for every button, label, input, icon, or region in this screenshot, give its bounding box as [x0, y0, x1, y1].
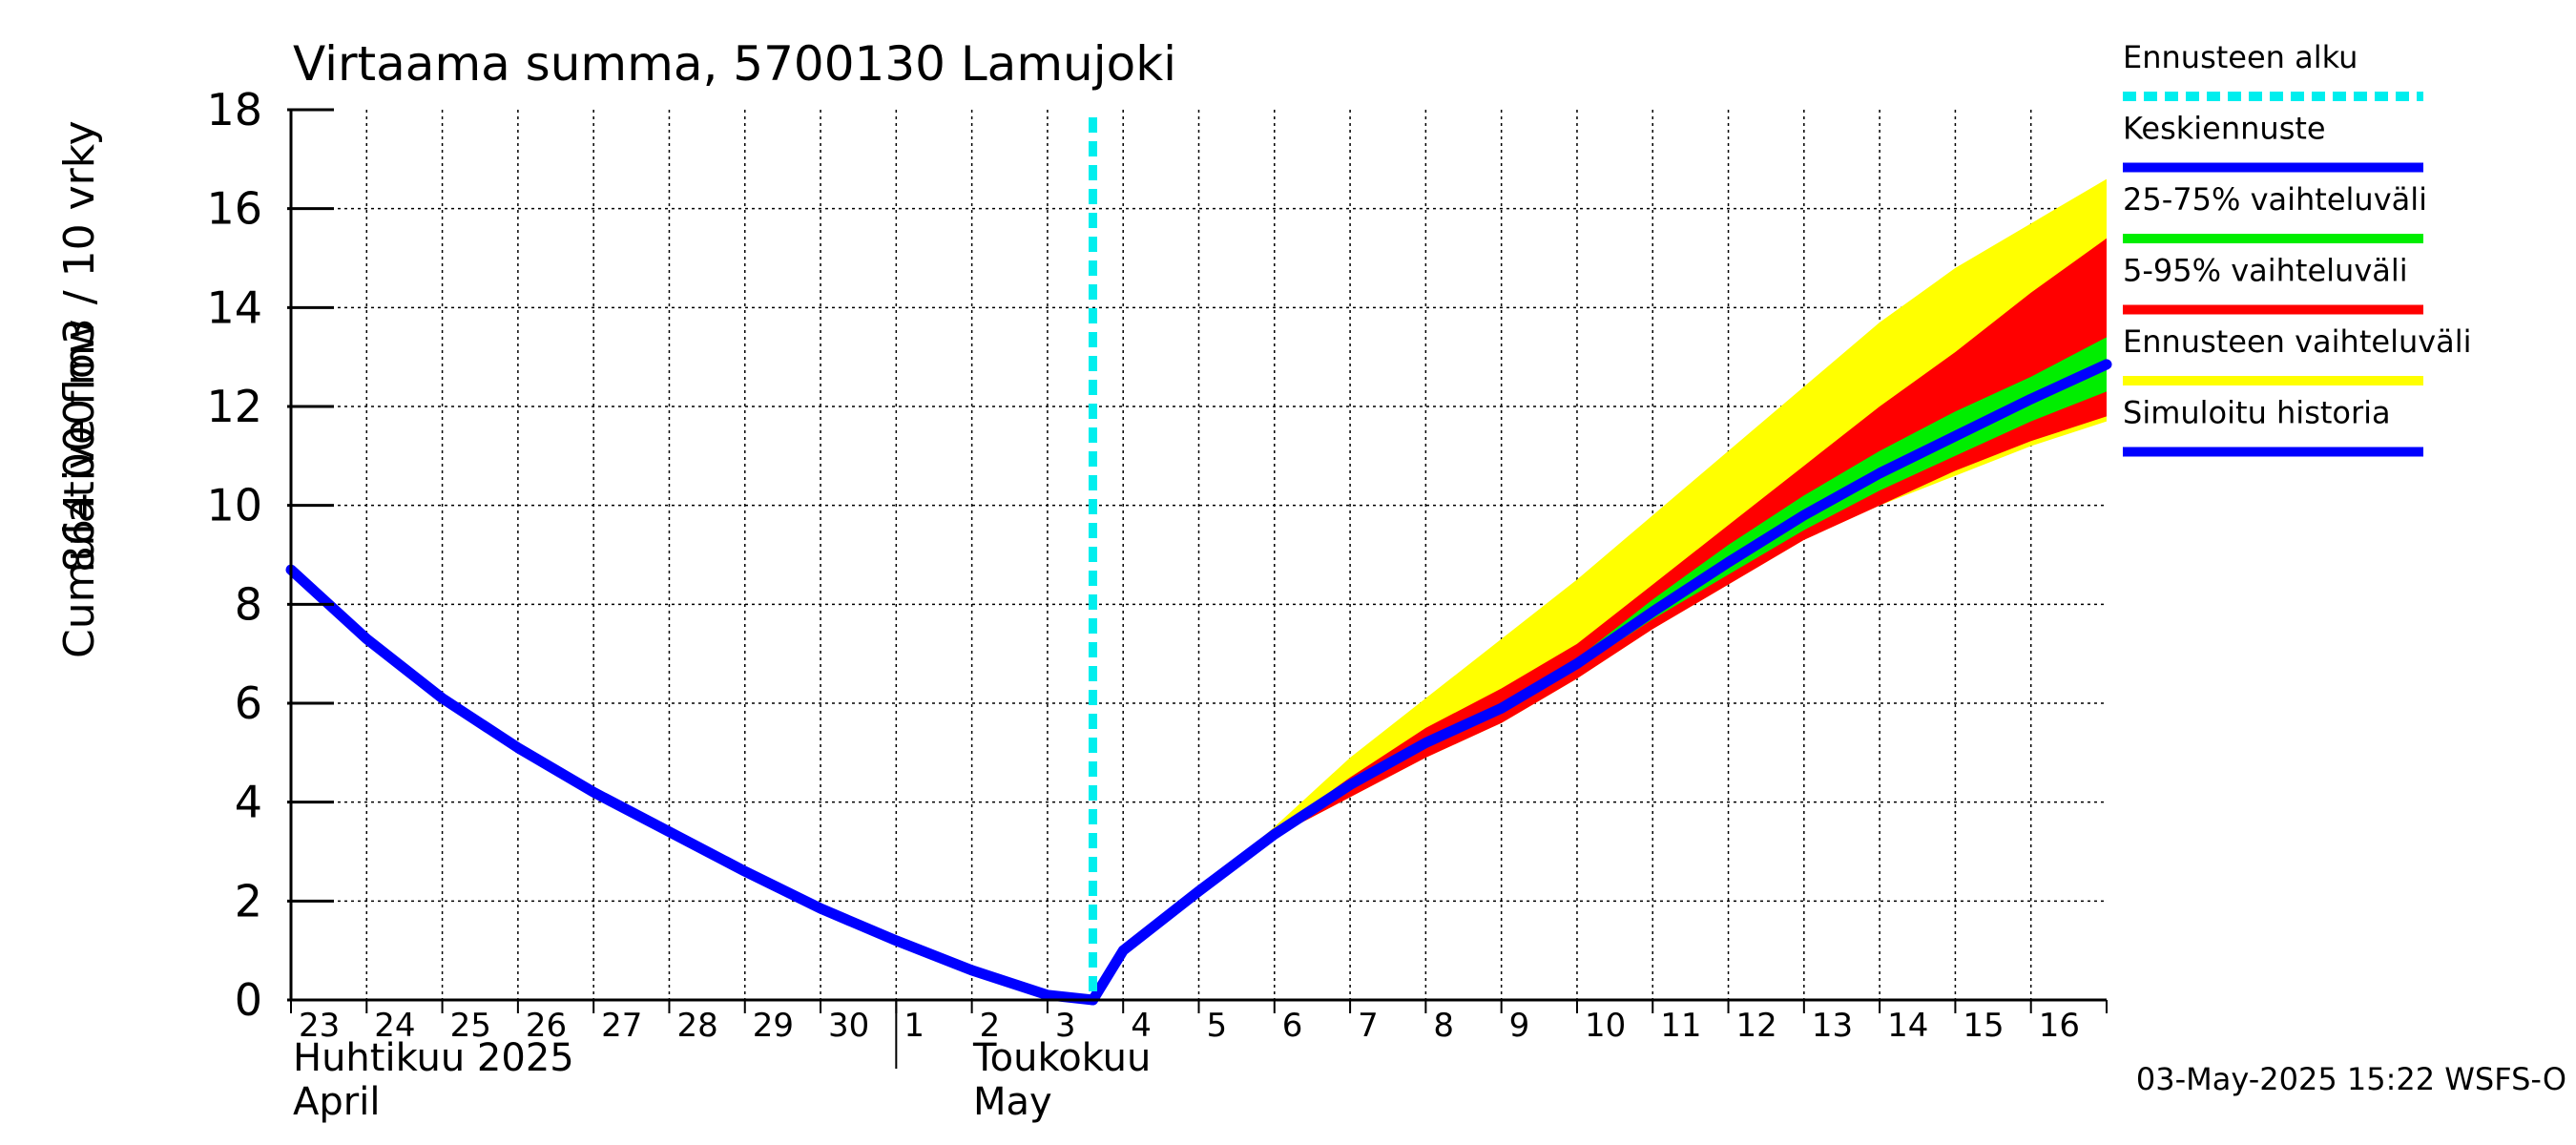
chart-title: Virtaama summa, 5700130 Lamujoki — [293, 36, 1176, 92]
x-tick-label: 24 — [374, 1007, 415, 1045]
y-tick-label: 0 — [235, 974, 262, 1026]
x-tick-label: 2 — [980, 1007, 1001, 1045]
x-tick-label: 11 — [1660, 1007, 1701, 1045]
x-tick-label: 3 — [1055, 1007, 1076, 1045]
line-simulated-history — [285, 564, 1098, 1006]
legend-label: 25-75% vaihteluväli — [2123, 181, 2427, 218]
month-label-april-en: April — [293, 1080, 380, 1124]
y-axis-unit: 864 000 m3 / 10 vrky — [55, 120, 104, 572]
flow-lines — [285, 117, 2112, 1006]
x-tick-label: 29 — [753, 1007, 794, 1045]
x-tick-label: 8 — [1433, 1007, 1454, 1045]
x-tick-label: 15 — [1963, 1007, 2004, 1045]
y-axis-label: Cumulative flow — [55, 319, 104, 658]
forecast-bands — [1092, 178, 2107, 1001]
y-tick-label: 10 — [206, 480, 262, 531]
legend-label: Ennusteen vaihteluväli — [2123, 323, 2472, 360]
y-tick-label: 8 — [235, 578, 262, 630]
grid — [291, 110, 2107, 1000]
x-tick-label: 12 — [1736, 1007, 1777, 1045]
line-mean-forecast — [1088, 359, 2112, 1006]
x-tick-label: 14 — [1887, 1007, 1928, 1045]
x-tick-label: 25 — [450, 1007, 491, 1045]
month-label-may-fi: Toukokuu — [972, 1036, 1151, 1080]
y-tick-label: 6 — [235, 677, 262, 729]
x-tick-label: 9 — [1509, 1007, 1530, 1045]
legend: Ennusteen alku Keskiennuste 25-75% vaihtel… — [2123, 39, 2472, 457]
y-tick-label: 16 — [206, 183, 262, 235]
x-tick-label: 30 — [828, 1007, 869, 1045]
x-tick-label: 4 — [1131, 1007, 1152, 1045]
legend-label: Keskiennuste — [2123, 111, 2326, 147]
x-tick-label: 10 — [1585, 1007, 1626, 1045]
month-label-april-fi: Huhtikuu 2025 — [293, 1036, 574, 1080]
band-25-75 — [1092, 337, 2107, 1000]
x-tick-label: 5 — [1207, 1007, 1228, 1045]
y-tick-label: 2 — [235, 875, 262, 926]
x-tick-label: 16 — [2039, 1007, 2080, 1045]
x-tick-label: 7 — [1358, 1007, 1379, 1045]
x-tick-label: 13 — [1812, 1007, 1853, 1045]
legend-label: 5-95% vaihteluväli — [2123, 253, 2408, 289]
footer-timestamp: 03-May-2025 15:22 WSFS-O — [2136, 1061, 2566, 1097]
legend-label: Simuloitu historia — [2123, 395, 2391, 431]
x-tick-label: 1 — [904, 1007, 924, 1045]
x-tick-label: 26 — [526, 1007, 567, 1045]
x-tick-label: 27 — [601, 1007, 642, 1045]
y-tick-label: 12 — [206, 381, 262, 432]
y-tick-label: 4 — [235, 777, 262, 828]
x-tick-label: 28 — [676, 1007, 717, 1045]
legend-label: Ennusteen alku — [2123, 39, 2358, 75]
y-tick-label: 14 — [206, 281, 262, 333]
x-tick-label: 6 — [1282, 1007, 1303, 1045]
y-tick-label: 18 — [206, 84, 262, 135]
x-tick-label: 23 — [299, 1007, 340, 1045]
band-5-95 — [1092, 238, 2107, 1001]
month-label-may-en: May — [973, 1080, 1052, 1124]
